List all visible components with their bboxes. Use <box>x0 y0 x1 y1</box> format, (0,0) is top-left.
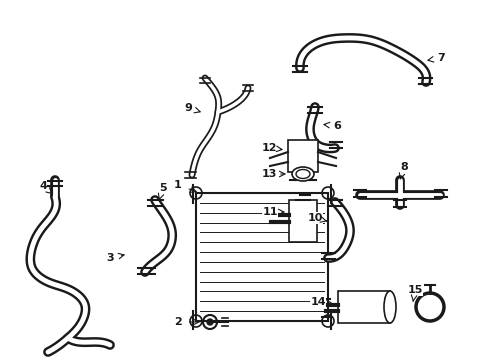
Bar <box>196 193 327 321</box>
Ellipse shape <box>295 170 309 179</box>
Text: 2: 2 <box>174 317 182 327</box>
Ellipse shape <box>291 167 313 181</box>
Bar <box>287 140 317 172</box>
Circle shape <box>420 298 438 316</box>
Text: 11: 11 <box>262 207 277 217</box>
Text: 4: 4 <box>39 181 47 191</box>
Text: 9: 9 <box>183 103 192 113</box>
Text: 12: 12 <box>261 143 276 153</box>
Ellipse shape <box>383 291 395 323</box>
Circle shape <box>206 319 213 325</box>
Text: 7: 7 <box>436 53 444 63</box>
Bar <box>337 291 389 323</box>
Text: 8: 8 <box>399 162 407 172</box>
Text: 3: 3 <box>106 253 114 263</box>
Text: 15: 15 <box>407 285 422 295</box>
Text: 13: 13 <box>261 169 276 179</box>
Text: 5: 5 <box>159 183 166 193</box>
Text: 14: 14 <box>309 297 325 307</box>
Text: 1: 1 <box>174 180 182 190</box>
Text: 10: 10 <box>306 213 322 223</box>
Text: 6: 6 <box>332 121 340 131</box>
Bar <box>288 200 316 242</box>
